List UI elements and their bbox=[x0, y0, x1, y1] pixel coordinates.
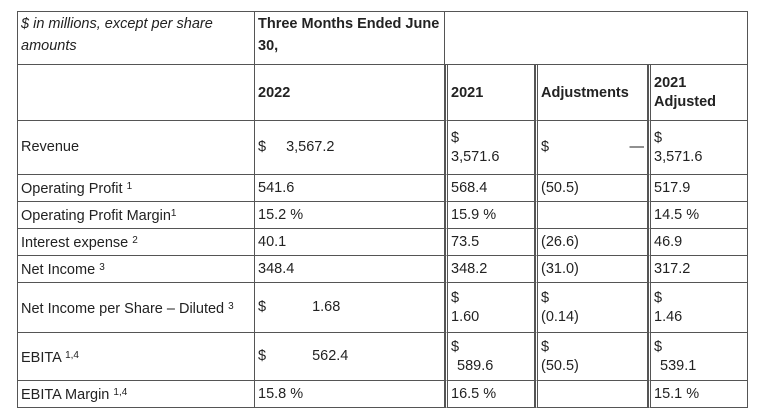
table-row-revenue: Revenue $3,567.2 $3,571.6 $ — $3,571.6 bbox=[17, 121, 749, 175]
footnote-ref: 3 bbox=[99, 262, 105, 273]
cell-adjustments: $ — bbox=[535, 121, 648, 175]
table-row-net-income: Net Income 3 348.4 348.2 (31.0) 317.2 bbox=[17, 256, 749, 283]
table-row-ebita: EBITA 1,4 $562.4 $589.6 $ (50.5) $539.1 bbox=[17, 333, 749, 381]
col-header-adjustments: Adjustments bbox=[535, 65, 648, 121]
header-empty-cell bbox=[445, 11, 749, 65]
currency-symbol: $ bbox=[451, 338, 460, 355]
currency-symbol: $ bbox=[451, 289, 460, 306]
cell-2021: 16.5 % bbox=[445, 381, 535, 408]
table-row-interest-expense: Interest expense 2 40.1 73.5 (26.6) 46.9 bbox=[17, 229, 749, 256]
cell-2022: 15.2 % bbox=[255, 202, 445, 229]
units-label: $ in millions, except per share amounts bbox=[17, 11, 255, 65]
cell-2021: $589.6 bbox=[445, 333, 535, 381]
cell-2022: 15.8 % bbox=[255, 381, 445, 408]
cell-2021-adjusted: $539.1 bbox=[648, 333, 749, 381]
cell-2022: 40.1 bbox=[255, 229, 445, 256]
row-label: Revenue bbox=[17, 121, 255, 175]
footnote-ref: 1 bbox=[126, 181, 133, 192]
currency-symbol: $ bbox=[654, 289, 663, 306]
header-row-1: $ in millions, except per share amounts … bbox=[17, 11, 749, 65]
financial-results-table: $ in millions, except per share amounts … bbox=[17, 11, 749, 408]
cell-2022: 348.4 bbox=[255, 256, 445, 283]
cell-adjustments: $ (0.14) bbox=[535, 283, 648, 333]
header-empty-label-cell bbox=[17, 65, 255, 121]
cell-adjustments bbox=[535, 202, 648, 229]
cell-value: (50.5) bbox=[541, 357, 579, 374]
cell-value: 3,571.6 bbox=[654, 148, 703, 165]
cell-2021-adjusted: $1.46 bbox=[648, 283, 749, 333]
cell-adjustments: (31.0) bbox=[535, 256, 648, 283]
col-header-2021: 2021 bbox=[445, 65, 535, 121]
currency-symbol: $ bbox=[541, 338, 550, 355]
row-label: Interest expense 2 bbox=[17, 229, 255, 256]
cell-2022: $1.68 bbox=[255, 283, 445, 333]
footnote-ref: 1,4 bbox=[65, 349, 79, 361]
cell-2021: 15.9 % bbox=[445, 202, 535, 229]
cell-2022: 541.6 bbox=[255, 175, 445, 202]
currency-symbol: $ bbox=[451, 129, 460, 146]
col-header-2021-adjusted-word: Adjusted bbox=[654, 93, 717, 110]
cell-2021-adjusted: 517.9 bbox=[648, 175, 749, 202]
footnote-ref: 1 bbox=[170, 208, 177, 219]
period-label: Three Months Ended June 30, bbox=[255, 11, 445, 65]
row-label: EBITA Margin 1,4 bbox=[17, 381, 255, 408]
row-label: Net Income 3 bbox=[17, 256, 255, 283]
currency-symbol: $ bbox=[654, 129, 663, 146]
currency-symbol: $ bbox=[541, 139, 550, 155]
row-label: Operating Profit Margin1 bbox=[17, 202, 255, 229]
cell-value: 562.4 bbox=[312, 348, 349, 364]
row-label: Operating Profit 1 bbox=[17, 175, 255, 202]
cell-2021-adjusted: 46.9 bbox=[648, 229, 749, 256]
cell-2021-adjusted: 317.2 bbox=[648, 256, 749, 283]
table-row-eps-diluted: Net Income per Share – Diluted 3 $1.68 $… bbox=[17, 283, 749, 333]
cell-2021: 73.5 bbox=[445, 229, 535, 256]
cell-value: 1.60 bbox=[451, 308, 480, 325]
currency-symbol: $ bbox=[258, 139, 267, 155]
currency-symbol: $ bbox=[258, 299, 267, 315]
cell-value: 1.46 bbox=[654, 308, 683, 325]
footnote-ref: 2 bbox=[132, 235, 138, 246]
cell-2021: 348.2 bbox=[445, 256, 535, 283]
cell-adjustments bbox=[535, 381, 648, 408]
cell-2021: $1.60 bbox=[445, 283, 535, 333]
cell-2021-adjusted: $3,571.6 bbox=[648, 121, 749, 175]
cell-value: 539.1 bbox=[660, 357, 697, 374]
col-header-2022: 2022 bbox=[255, 65, 445, 121]
cell-adjustments: (50.5) bbox=[535, 175, 648, 202]
row-label: Net Income per Share – Diluted 3 bbox=[17, 283, 255, 333]
table-row-operating-profit: Operating Profit 1 541.6 568.4 (50.5) 51… bbox=[17, 175, 749, 202]
cell-value: — bbox=[629, 139, 645, 155]
cell-2021: $3,571.6 bbox=[445, 121, 535, 175]
cell-2021-adjusted: 15.1 % bbox=[648, 381, 749, 408]
table-row-operating-margin: Operating Profit Margin1 15.2 % 15.9 % 1… bbox=[17, 202, 749, 229]
currency-symbol: $ bbox=[258, 348, 267, 364]
table-row-ebita-margin: EBITA Margin 1,4 15.8 % 16.5 % 15.1 % bbox=[17, 381, 749, 408]
currency-symbol: $ bbox=[654, 338, 663, 355]
cell-value: 3,567.2 bbox=[286, 139, 335, 155]
cell-value: 589.6 bbox=[457, 357, 494, 374]
cell-adjustments: $ (50.5) bbox=[535, 333, 648, 381]
row-label: EBITA 1,4 bbox=[17, 333, 255, 381]
cell-2021: 568.4 bbox=[445, 175, 535, 202]
footnote-ref: 1,4 bbox=[113, 387, 128, 398]
cell-value: 3,571.6 bbox=[451, 148, 500, 165]
cell-value: (0.14) bbox=[541, 308, 579, 325]
footnote-ref: 3 bbox=[228, 300, 234, 312]
cell-2022: $562.4 bbox=[255, 333, 445, 381]
cell-2022: $3,567.2 bbox=[255, 121, 445, 175]
currency-symbol: $ bbox=[541, 289, 550, 306]
header-row-2: 2022 2021 Adjustments 2021 Adjusted bbox=[17, 65, 749, 121]
cell-value: 1.68 bbox=[312, 299, 341, 315]
col-header-2021-adjusted: 2021 Adjusted bbox=[648, 65, 749, 121]
cell-2021-adjusted: 14.5 % bbox=[648, 202, 749, 229]
col-header-2021-adjusted-year: 2021 bbox=[654, 74, 687, 91]
cell-adjustments: (26.6) bbox=[535, 229, 648, 256]
